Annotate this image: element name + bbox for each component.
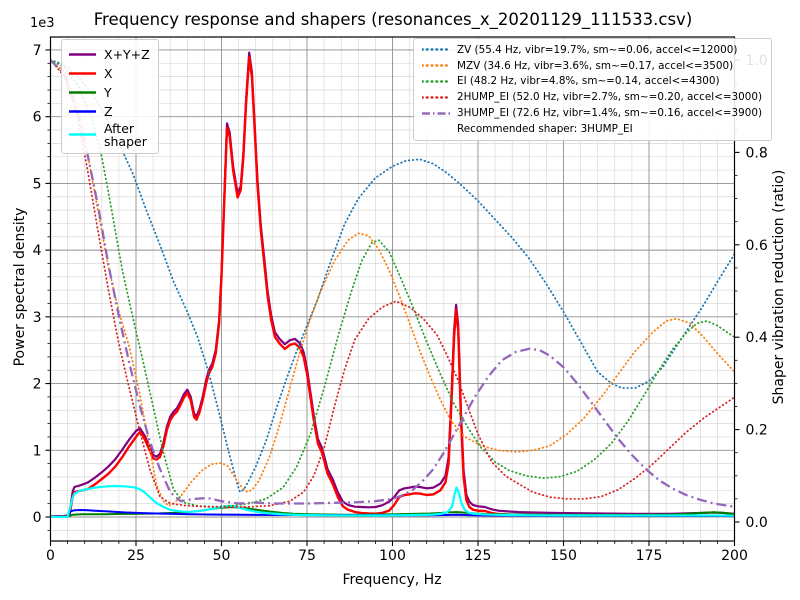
y-axis-left-label: Power spectral density xyxy=(12,207,28,367)
y-left-tick-label: 0 xyxy=(33,510,42,526)
y-left-tick-label: 1 xyxy=(33,443,42,459)
legend-label: EI (48.2 Hz, vibr=4.8%, sm~=0.14, accel<… xyxy=(457,75,720,88)
legend-line-swatch xyxy=(69,132,96,137)
x-tick-label: 150 xyxy=(550,548,577,564)
legend-label: 3HUMP_EI (72.6 Hz, vibr=1.4%, sm~=0.16, … xyxy=(457,107,763,120)
y-axis-offset-text: 1e3 xyxy=(30,16,55,31)
legend-line-swatch xyxy=(69,52,96,57)
x-axis-label: Frequency, Hz xyxy=(342,572,442,588)
series-X xyxy=(50,56,735,518)
y-left-tick-label: 3 xyxy=(33,310,42,326)
legend-label: ZV (55.4 Hz, vibr=19.7%, sm~=0.06, accel… xyxy=(457,43,738,56)
series-3HUMP_EI xyxy=(50,59,735,508)
legend-item-x: X xyxy=(69,64,150,83)
legend-item-2hump_ei: 2HUMP_EI (52.0 Hz, vibr=2.7%, sm~=0.20, … xyxy=(422,89,762,105)
y-left-tick-label: 2 xyxy=(33,377,42,393)
legend-label: After shaper xyxy=(104,120,147,149)
legend-recommended-note: Recommended shaper: 3HUMP_EI xyxy=(422,121,762,137)
legend-label: Z xyxy=(104,104,113,119)
legend-line-swatch xyxy=(422,111,450,116)
y-right-tick-label: 0.6 xyxy=(746,238,768,254)
legend-line-swatch xyxy=(422,79,450,84)
legend-line-swatch xyxy=(422,95,450,100)
legend-label: MZV (34.6 Hz, vibr=3.6%, sm~=0.17, accel… xyxy=(457,59,734,72)
series-After-shaper xyxy=(50,484,735,518)
legend-line-swatch xyxy=(422,63,450,68)
x-tick-label: 200 xyxy=(721,548,748,564)
x-tick-label: 0 xyxy=(46,548,55,564)
series-2HUMP_EI xyxy=(50,59,735,509)
legend-line-swatch xyxy=(69,90,96,95)
series-ZV xyxy=(50,59,735,493)
recommended-shaper-text: Recommended shaper: 3HUMP_EI xyxy=(457,122,633,135)
legend-item-after: After shaper xyxy=(69,121,150,148)
legend-line-swatch xyxy=(69,71,96,76)
y-left-tick-label: 7 xyxy=(33,43,42,59)
x-tick-label: 50 xyxy=(213,548,231,564)
legend-item-mzv: MZV (34.6 Hz, vibr=3.6%, sm~=0.17, accel… xyxy=(422,58,762,74)
legend-shapers: ZV (55.4 Hz, vibr=19.7%, sm~=0.06, accel… xyxy=(413,38,773,141)
chart-title: Frequency response and shapers (resonanc… xyxy=(93,10,693,29)
legend-item-zv: ZV (55.4 Hz, vibr=19.7%, sm~=0.06, accel… xyxy=(422,42,762,58)
series-MZV xyxy=(50,59,735,507)
legend-label: 2HUMP_EI (52.0 Hz, vibr=2.7%, sm~=0.20, … xyxy=(457,91,763,104)
legend-psd: X+Y+Z X Y Z After shaper xyxy=(61,39,159,154)
y-left-tick-label: 5 xyxy=(33,176,42,192)
x-tick-label: 175 xyxy=(636,548,663,564)
legend-item-ei: EI (48.2 Hz, vibr=4.8%, sm~=0.14, accel<… xyxy=(422,74,762,90)
y-left-tick-label: 6 xyxy=(33,110,42,126)
legend-label: X xyxy=(104,66,113,81)
legend-line-swatch xyxy=(422,47,450,52)
x-tick-label: 75 xyxy=(298,548,316,564)
y-right-tick-label: 0.2 xyxy=(746,423,768,439)
y-left-tick-label: 4 xyxy=(33,243,42,259)
series-EI xyxy=(50,59,735,508)
legend-label: X+Y+Z xyxy=(104,47,150,62)
x-tick-label: 125 xyxy=(465,548,492,564)
y-right-tick-label: 0.8 xyxy=(746,145,768,161)
y-right-tick-label: 0.0 xyxy=(746,515,768,531)
x-tick-label: 25 xyxy=(127,548,145,564)
x-tick-label: 100 xyxy=(379,548,406,564)
legend-line-swatch xyxy=(69,109,96,114)
legend-item-x+y+z: X+Y+Z xyxy=(69,45,150,64)
y-axis-right-label: Shaper vibration reduction (ratio) xyxy=(771,169,787,405)
legend-item-3hump_ei: 3HUMP_EI (72.6 Hz, vibr=1.4%, sm~=0.16, … xyxy=(422,105,762,121)
legend-item-y: Y xyxy=(69,83,150,102)
legend-item-z: Z xyxy=(69,102,150,121)
y-right-tick-label: 0.4 xyxy=(746,330,768,346)
legend-label: Y xyxy=(104,85,112,100)
